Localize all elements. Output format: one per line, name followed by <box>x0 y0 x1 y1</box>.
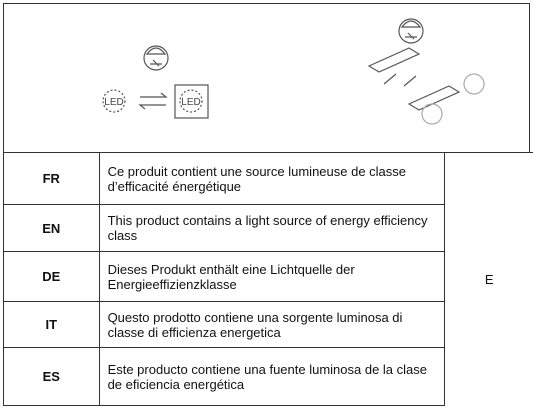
statement: This product contains a light source of … <box>98 204 446 252</box>
table-row: FR Ce produit contient une source lumineu… <box>3 152 533 406</box>
table-row: DE Dieses Produkt enthält eine Lichtquell… <box>3 251 533 302</box>
led-label: LED <box>181 97 200 108</box>
language-code: FR <box>3 152 100 205</box>
table-row: ES Este producto contiene una fuente lumi… <box>3 347 533 406</box>
statement: Dieses Produkt enthält eine Lichtquelle … <box>98 251 446 302</box>
icon-panel: LED LED <box>3 3 530 153</box>
icons: LED LED <box>102 18 485 125</box>
statement: Ce produit contient une source lumineuse… <box>98 152 446 205</box>
energy-class: E <box>444 152 533 406</box>
led-label: LED <box>104 97 123 108</box>
language-code: DE <box>3 251 100 302</box>
table-row: EN This product contains a light source o… <box>3 204 533 252</box>
language-code: ES <box>3 347 100 406</box>
language-code: IT <box>3 301 100 348</box>
statement: Questo prodotto contiene una sorgente lu… <box>98 301 446 348</box>
language-code: EN <box>3 204 100 252</box>
table-row: IT Questo prodotto contiene una sorgente … <box>3 301 533 348</box>
statement: Este producto contiene una fuente lumino… <box>98 347 446 406</box>
energy-table: FR Ce produit contient une source lumineu… <box>3 152 533 406</box>
